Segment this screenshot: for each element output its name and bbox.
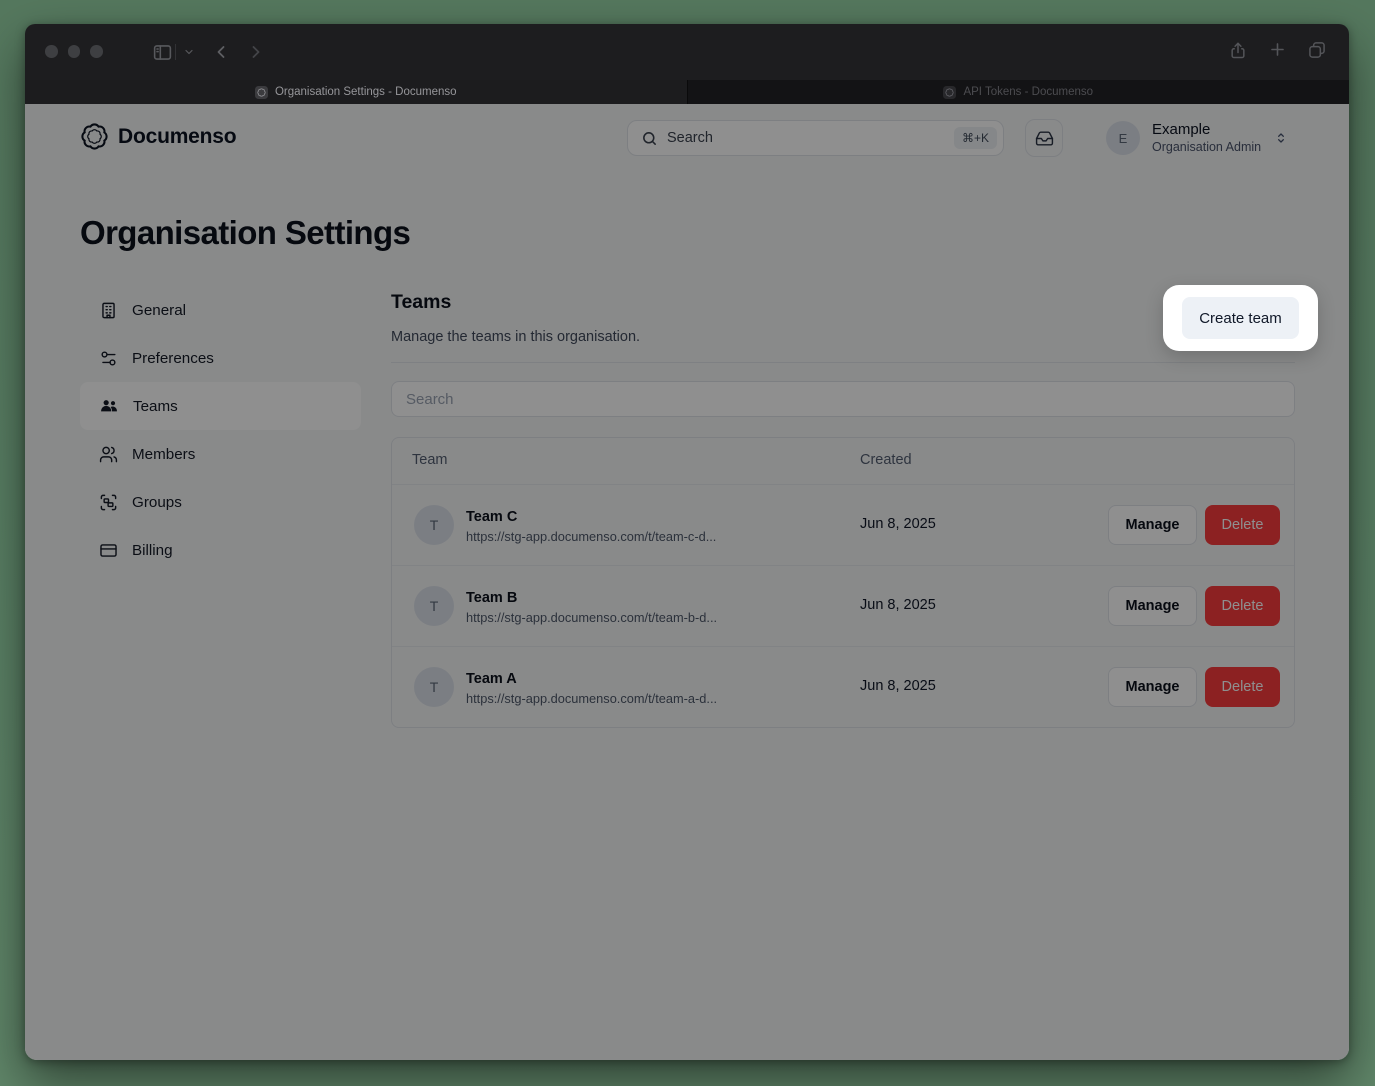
account-name: Example <box>1152 121 1211 138</box>
toolbar-divider <box>175 44 176 60</box>
avatar-initial: E <box>1118 130 1128 146</box>
table-row: T Team A https://stg-app.documenso.com/t… <box>392 646 1294 727</box>
sidebar-item-label: Teams <box>133 397 178 415</box>
section-divider <box>391 362 1295 363</box>
delete-button[interactable]: Delete <box>1205 586 1280 626</box>
team-created-date: Jun 8, 2025 <box>860 516 936 532</box>
sidebar-toggle-icon[interactable] <box>147 24 177 80</box>
minimize-window-button[interactable] <box>67 45 80 58</box>
table-row: T Team B https://stg-app.documenso.com/t… <box>392 565 1294 646</box>
global-search-input[interactable] <box>667 130 945 146</box>
users-filled-icon <box>101 400 117 412</box>
table-row: T Team C https://stg-app.documenso.com/t… <box>392 484 1294 565</box>
team-name: Team B <box>466 590 518 606</box>
group-icon <box>100 494 117 510</box>
team-avatar-initial: T <box>429 679 439 695</box>
brand-name: Documenso <box>118 124 237 148</box>
create-team-button[interactable]: Create team <box>1182 297 1299 339</box>
building-icon <box>102 302 115 318</box>
team-avatar: T <box>414 505 454 545</box>
team-name: Team A <box>466 671 517 687</box>
documenso-favicon-icon <box>943 85 957 99</box>
team-avatar: T <box>414 667 454 707</box>
teams-filter-input[interactable] <box>391 381 1295 417</box>
users-icon <box>99 446 118 462</box>
share-icon[interactable] <box>1228 40 1248 65</box>
column-header-created: Created <box>860 452 912 468</box>
traffic-lights <box>45 45 103 58</box>
credit-card-icon <box>100 543 117 557</box>
browser-window: Organisation Settings - Documenso API To… <box>25 24 1349 1060</box>
team-avatar-initial: T <box>429 598 439 614</box>
settings-nav: General Preferences Teams Members Groups <box>80 286 361 574</box>
section-title: Teams <box>391 291 452 313</box>
team-url: https://stg-app.documenso.com/t/team-b-d… <box>466 610 718 625</box>
browser-toolbar <box>25 24 1349 80</box>
account-role: Organisation Admin <box>1152 140 1262 154</box>
chevron-down-icon[interactable] <box>179 24 199 80</box>
documenso-badge-icon <box>81 123 108 150</box>
tab-title: Organisation Settings - Documenso <box>274 86 457 98</box>
team-url: https://stg-app.documenso.com/t/team-a-d… <box>466 691 718 706</box>
documenso-favicon-icon <box>254 85 268 99</box>
team-avatar-initial: T <box>429 517 439 533</box>
search-shortcut-badge: ⌘+K <box>953 127 997 149</box>
delete-button[interactable]: Delete <box>1205 505 1280 545</box>
sidebar-item-label: Billing <box>132 541 173 559</box>
documenso-logo[interactable]: Documenso <box>80 122 237 151</box>
sidebar-item-label: Members <box>132 445 196 463</box>
inbox-button[interactable] <box>1025 119 1063 157</box>
sidebar-item-groups[interactable]: Groups <box>80 478 361 526</box>
sidebar-item-label: Preferences <box>132 349 214 367</box>
teams-table: Team Created T Team C https://stg-app.do… <box>391 437 1295 728</box>
manage-button[interactable]: Manage <box>1108 505 1197 545</box>
manage-button[interactable]: Manage <box>1108 586 1197 626</box>
search-icon <box>643 131 656 145</box>
close-window-button[interactable] <box>45 45 58 58</box>
sidebar-item-label: Groups <box>132 493 182 511</box>
sidebar-item-label: General <box>132 301 187 319</box>
sidebar-item-members[interactable]: Members <box>80 430 361 478</box>
dim-overlay[interactable] <box>25 104 1349 1060</box>
team-url: https://stg-app.documenso.com/t/team-c-d… <box>466 529 717 544</box>
inbox-icon <box>1035 130 1053 146</box>
user-avatar: E <box>1106 121 1140 155</box>
delete-button[interactable]: Delete <box>1205 667 1280 707</box>
sidebar-item-general[interactable]: General <box>80 286 361 334</box>
chevrons-up-down-icon <box>1278 133 1284 143</box>
tab-organisation-settings[interactable]: Organisation Settings - Documenso <box>25 80 688 104</box>
new-tab-icon[interactable] <box>1268 40 1287 64</box>
team-created-date: Jun 8, 2025 <box>860 597 936 613</box>
team-created-date: Jun 8, 2025 <box>860 678 936 694</box>
create-team-spotlight: Create team <box>1163 285 1318 351</box>
column-header-team: Team <box>412 452 448 468</box>
back-button[interactable] <box>208 24 234 80</box>
sidebar-item-billing[interactable]: Billing <box>80 526 361 574</box>
global-search: ⌘+K <box>627 120 1004 156</box>
page-title: Organisation Settings <box>80 214 411 251</box>
table-header: Team Created <box>392 438 1294 484</box>
tab-bar: Organisation Settings - Documenso API To… <box>25 80 1349 104</box>
sliders-icon <box>101 350 116 366</box>
team-avatar: T <box>414 586 454 626</box>
sidebar-item-teams[interactable]: Teams <box>80 382 361 430</box>
zoom-window-button[interactable] <box>90 45 103 58</box>
manage-button[interactable]: Manage <box>1108 667 1197 707</box>
tab-overview-icon[interactable] <box>1307 40 1327 65</box>
tab-title: API Tokens - Documenso <box>963 86 1094 98</box>
forward-button[interactable] <box>243 24 269 80</box>
account-menu-button[interactable] <box>1273 130 1289 151</box>
sidebar-item-preferences[interactable]: Preferences <box>80 334 361 382</box>
team-name: Team C <box>466 509 518 525</box>
tab-api-tokens[interactable]: API Tokens - Documenso <box>687 80 1349 104</box>
section-subtitle: Manage the teams in this organisation. <box>391 329 641 345</box>
page-content: Documenso ⌘+K E Example Organisation Adm… <box>25 104 1349 1060</box>
